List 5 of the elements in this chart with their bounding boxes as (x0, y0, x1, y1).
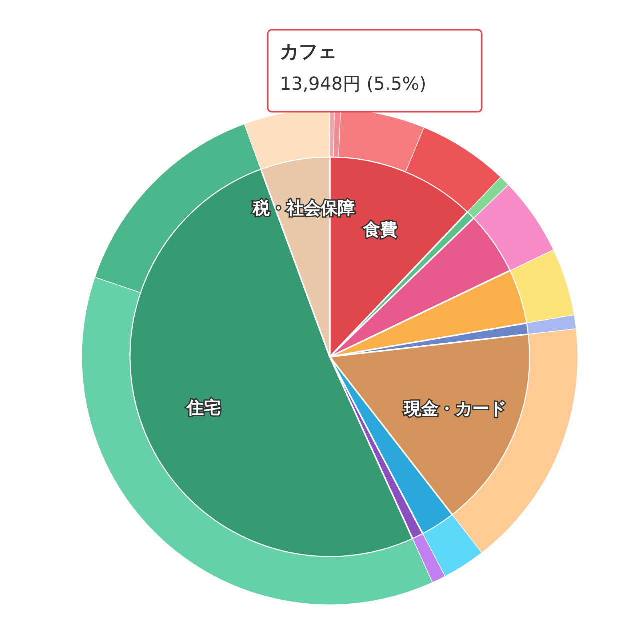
slice-label: 現金・カード (403, 399, 506, 420)
slice-label: 食費 (362, 220, 398, 240)
text: 13,948円 (5.5%) (280, 74, 426, 95)
slice-label: 住宅 (186, 398, 222, 418)
text: カフェ (280, 41, 337, 63)
